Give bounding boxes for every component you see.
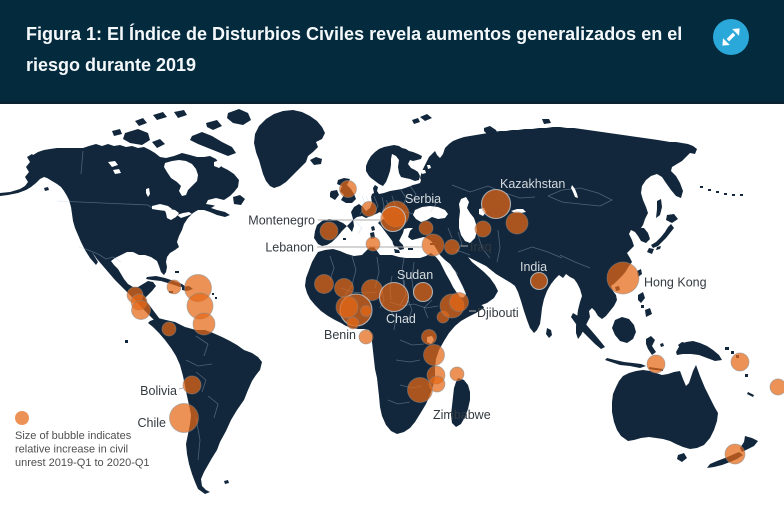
svg-text:India: India (520, 260, 547, 274)
svg-text:Hong Kong: Hong Kong (644, 276, 707, 290)
svg-text:Zimbabwe: Zimbabwe (433, 408, 491, 422)
svg-text:Chile: Chile (138, 416, 167, 430)
svg-text:Serbia: Serbia (405, 192, 441, 206)
svg-text:Lebanon: Lebanon (265, 241, 314, 255)
svg-text:Chad: Chad (386, 312, 416, 326)
svg-text:Size of bubble indicates: Size of bubble indicates (15, 430, 132, 442)
svg-text:Montenegro: Montenegro (248, 214, 315, 228)
svg-text:Sudan: Sudan (397, 268, 433, 282)
svg-text:relative increase in civil: relative increase in civil (15, 444, 128, 456)
svg-text:Iraq: Iraq (470, 240, 492, 254)
svg-text:Kazakhstan: Kazakhstan (500, 177, 565, 191)
svg-text:Benin: Benin (324, 328, 356, 342)
svg-text:unrest 2019-Q1 to 2020-Q1: unrest 2019-Q1 to 2020-Q1 (15, 457, 150, 469)
svg-text:Djibouti: Djibouti (477, 306, 519, 320)
svg-text:Bolivia: Bolivia (140, 384, 177, 398)
